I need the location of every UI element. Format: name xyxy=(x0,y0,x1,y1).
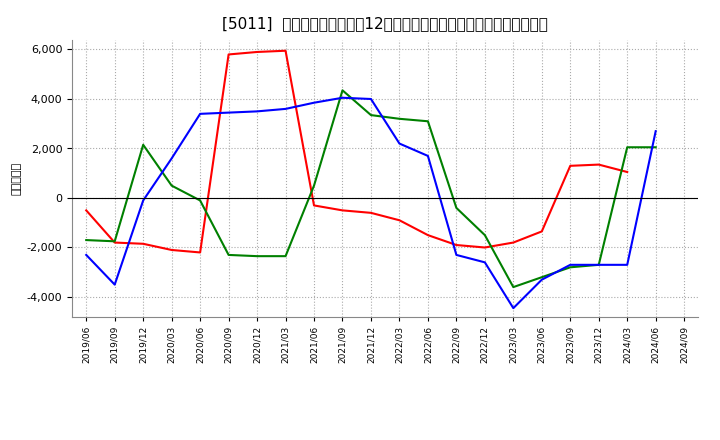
フリーCF xyxy=(652,128,660,134)
投資CF xyxy=(366,113,375,118)
営業CF xyxy=(110,240,119,245)
営業CF xyxy=(139,241,148,246)
フリーCF xyxy=(253,109,261,114)
フリーCF xyxy=(282,106,290,111)
投資CF xyxy=(167,183,176,188)
フリーCF xyxy=(110,282,119,287)
フリーCF xyxy=(225,110,233,115)
営業CF xyxy=(338,208,347,213)
Y-axis label: （百万円）: （百万円） xyxy=(11,161,21,195)
営業CF xyxy=(310,203,318,208)
フリーCF xyxy=(139,198,148,203)
フリーCF xyxy=(395,141,404,146)
投資CF xyxy=(566,264,575,270)
フリーCF xyxy=(623,262,631,268)
フリーCF xyxy=(167,156,176,161)
フリーCF xyxy=(452,252,461,257)
投資CF xyxy=(623,145,631,150)
投資CF xyxy=(310,183,318,188)
Line: 投資CF: 投資CF xyxy=(86,90,656,287)
営業CF xyxy=(509,240,518,245)
営業CF xyxy=(537,229,546,234)
営業CF xyxy=(595,162,603,167)
営業CF xyxy=(566,163,575,169)
投資CF xyxy=(395,116,404,121)
営業CF xyxy=(225,52,233,57)
フリーCF xyxy=(566,262,575,268)
営業CF xyxy=(452,242,461,248)
フリーCF xyxy=(595,262,603,268)
投資CF xyxy=(652,145,660,150)
営業CF xyxy=(366,210,375,216)
営業CF xyxy=(196,250,204,255)
投資CF xyxy=(253,253,261,259)
営業CF xyxy=(167,247,176,253)
営業CF xyxy=(623,169,631,175)
営業CF xyxy=(82,208,91,213)
投資CF xyxy=(595,262,603,268)
投資CF xyxy=(82,238,91,243)
投資CF xyxy=(452,205,461,210)
フリーCF xyxy=(338,95,347,100)
フリーCF xyxy=(82,252,91,257)
投資CF xyxy=(110,238,119,244)
営業CF xyxy=(253,49,261,55)
Title: [5011]  キャッシュフローの12か月移動合計の対前年同期増減額の推移: [5011] キャッシュフローの12か月移動合計の対前年同期増減額の推移 xyxy=(222,16,548,32)
投資CF xyxy=(338,88,347,93)
営業CF xyxy=(282,48,290,53)
投資CF xyxy=(139,142,148,147)
投資CF xyxy=(196,198,204,203)
営業CF xyxy=(423,232,432,238)
フリーCF xyxy=(509,305,518,311)
フリーCF xyxy=(196,111,204,117)
フリーCF xyxy=(480,260,489,265)
投資CF xyxy=(225,252,233,257)
フリーCF xyxy=(423,153,432,158)
投資CF xyxy=(282,253,290,259)
投資CF xyxy=(480,232,489,238)
フリーCF xyxy=(310,100,318,105)
フリーCF xyxy=(537,277,546,282)
投資CF xyxy=(509,284,518,290)
営業CF xyxy=(480,245,489,250)
Line: 営業CF: 営業CF xyxy=(86,51,627,253)
投資CF xyxy=(423,119,432,124)
投資CF xyxy=(537,275,546,280)
フリーCF xyxy=(366,96,375,102)
Line: フリーCF: フリーCF xyxy=(86,98,656,308)
営業CF xyxy=(395,218,404,223)
